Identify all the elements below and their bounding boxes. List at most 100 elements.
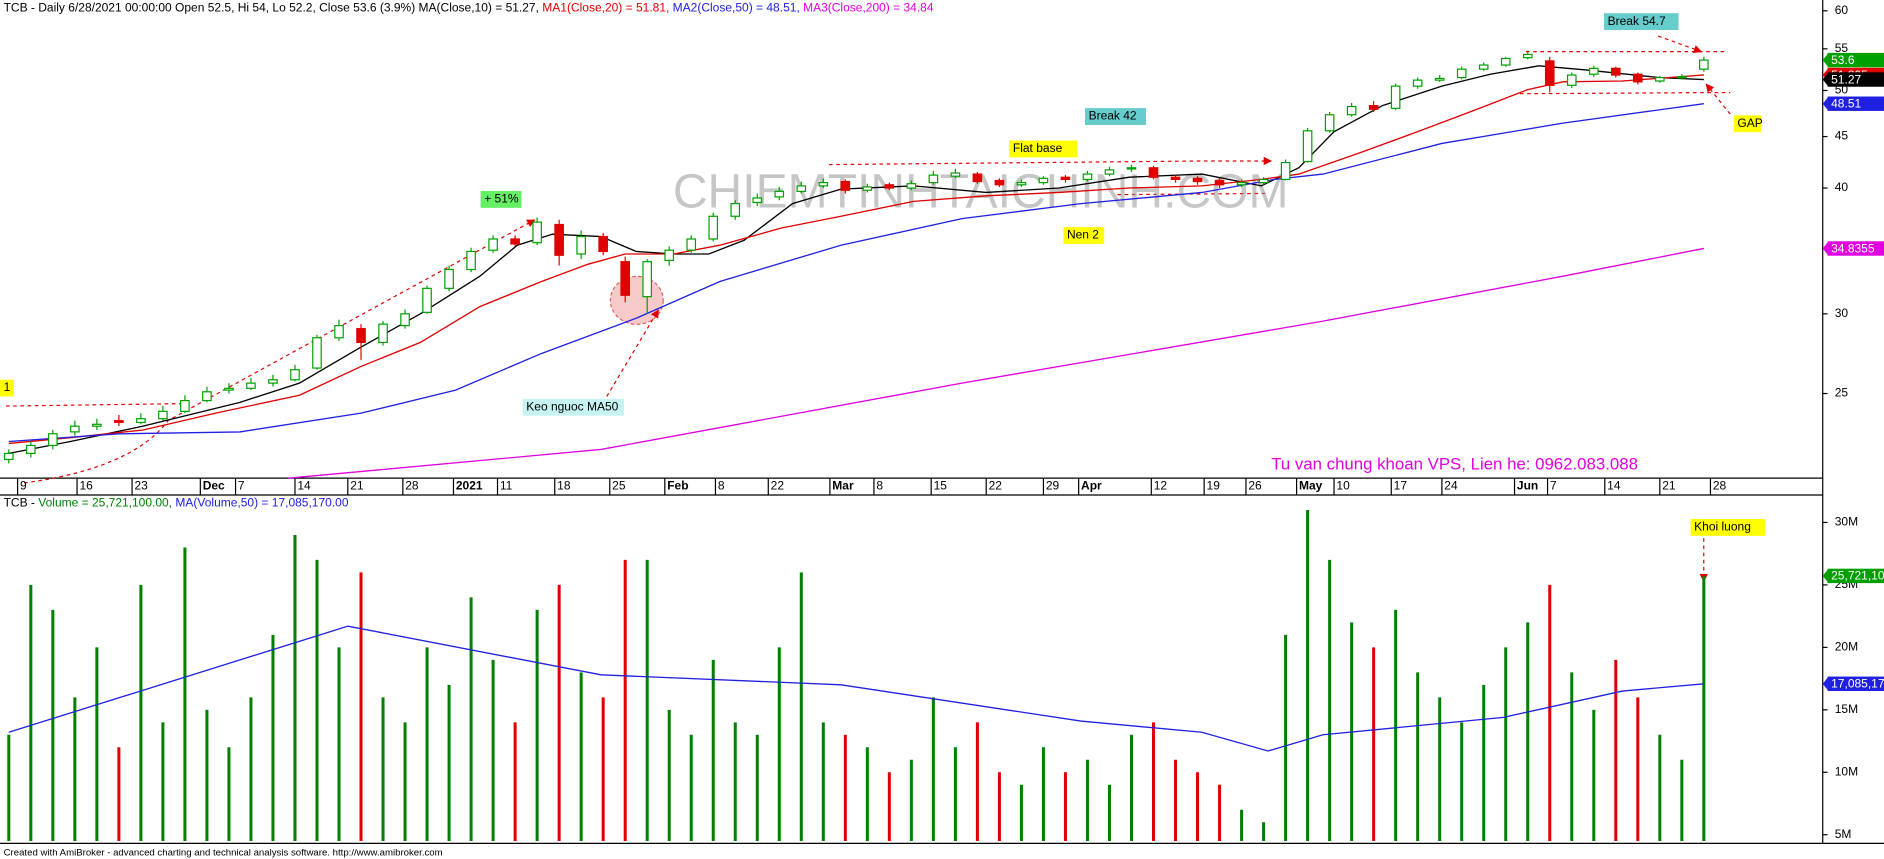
candle-body	[1148, 167, 1159, 178]
candle-body	[48, 433, 58, 447]
candle-body	[1655, 76, 1665, 82]
candle-body	[642, 261, 653, 298]
badge-arrow	[1822, 73, 1828, 86]
x-tick-label: 17	[1394, 479, 1408, 493]
x-tick-label: 24	[1444, 479, 1458, 493]
x-tick-label: 9	[20, 479, 27, 493]
x-tick-label: 18	[557, 479, 571, 493]
candle-body	[1038, 177, 1049, 184]
candle-body	[554, 223, 564, 256]
candle-body	[620, 261, 630, 296]
x-tick-label: 22	[989, 479, 1003, 493]
value-badge-label: 25,721,10	[1831, 569, 1884, 583]
dashed-line	[1117, 192, 1268, 196]
candle-body	[400, 313, 410, 327]
annotation: Break 42	[1089, 109, 1137, 123]
candle-body	[1588, 67, 1599, 75]
candle-body	[1236, 182, 1247, 186]
x-tick-label: Feb	[667, 479, 688, 493]
candle-body	[950, 172, 961, 177]
x-tick-label: 28	[1713, 479, 1727, 493]
candle-body	[1633, 73, 1643, 83]
y-tick-label: 30M	[1835, 515, 1858, 529]
candle-body	[1060, 176, 1071, 180]
title-part: Volume = 25,721,100.00,	[38, 496, 175, 510]
ma-line	[8, 65, 1704, 455]
x-tick-label: 26	[1248, 479, 1262, 493]
candle-body	[840, 180, 851, 191]
candle-body	[70, 425, 80, 433]
annotation: Khoi luong	[1694, 520, 1751, 534]
x-tick-label: Mar	[832, 479, 854, 493]
annotation-box	[480, 191, 522, 208]
annotation-box	[1084, 108, 1147, 125]
annotation: Nen 2	[1067, 228, 1099, 242]
candle-body	[862, 186, 873, 191]
title-part: MA(Volume,50) = 17,085,170.00	[175, 496, 348, 510]
dashed-line	[829, 156, 1273, 166]
candle-body	[884, 184, 895, 189]
candle-body	[664, 249, 675, 261]
y-tick-label: 15M	[1835, 702, 1858, 716]
ma-line	[288, 247, 1705, 479]
candle-body	[334, 325, 344, 339]
y-tick-label: 55	[1835, 41, 1849, 55]
candle-body	[202, 391, 212, 402]
candle-body	[686, 238, 697, 251]
contact-note: Tu van chung khoan VPS, Lien he: 0962.08…	[1271, 454, 1638, 473]
candle-body	[224, 387, 234, 391]
dashed-line	[1705, 83, 1731, 115]
y-tick-label: 30	[1835, 306, 1849, 320]
ma-line	[8, 74, 1704, 445]
y-tick-label: 60	[1835, 3, 1849, 17]
candle-body	[576, 235, 586, 255]
candle-body	[1610, 67, 1621, 76]
candle-body	[532, 221, 542, 244]
candle-body	[1677, 76, 1687, 79]
candle-body	[1346, 105, 1357, 116]
y-tick-label: 20M	[1835, 640, 1858, 654]
x-tick-label: 23	[134, 479, 148, 493]
y-tick-label: 25	[1835, 386, 1849, 400]
annotation-box	[1604, 13, 1679, 31]
candle-body	[708, 215, 719, 240]
candle-body	[730, 203, 741, 217]
badge-arrow	[1822, 97, 1828, 110]
value-badge	[1827, 72, 1884, 87]
candle-body	[1170, 176, 1181, 180]
annotation: Keo nguoc MA50	[526, 399, 618, 413]
x-tick-label: 15	[934, 479, 948, 493]
panel-title: TCB - Daily 6/28/2021 00:00:00 Open 52.5…	[4, 1, 934, 15]
candle-body	[1434, 77, 1445, 81]
x-tick-label: 29	[1046, 479, 1060, 493]
candle-body	[972, 173, 983, 183]
candle-body	[114, 419, 124, 424]
y-tick-label: 45	[1835, 129, 1849, 143]
candle-body	[268, 379, 278, 384]
x-tick-label: Dec	[203, 479, 225, 493]
dashed-line	[1657, 35, 1703, 54]
badge-arrow	[1822, 677, 1828, 690]
candle-body	[752, 197, 763, 204]
candle-body	[356, 328, 366, 344]
candle-body	[1126, 167, 1137, 170]
x-tick-label: 21	[1662, 479, 1676, 493]
candle-body	[136, 418, 146, 424]
x-tick-label: 28	[405, 479, 419, 493]
annotation-box	[1063, 227, 1105, 244]
candle-body	[1412, 79, 1423, 87]
candle-body	[378, 323, 388, 344]
value-badge	[1827, 52, 1884, 68]
candle-body	[1192, 177, 1203, 183]
footer: Created with AmiBroker - advanced charti…	[4, 848, 443, 859]
value-badge-label: 34.8355	[1831, 241, 1875, 255]
candle-body	[1258, 178, 1269, 184]
candle-body	[1280, 161, 1291, 180]
annotation: 1	[4, 380, 11, 394]
candle-body	[928, 174, 939, 184]
x-tick-label: 14	[297, 479, 311, 493]
candle-body	[1390, 85, 1401, 109]
x-tick-label: May	[1299, 479, 1323, 493]
candle-body	[1699, 59, 1709, 70]
